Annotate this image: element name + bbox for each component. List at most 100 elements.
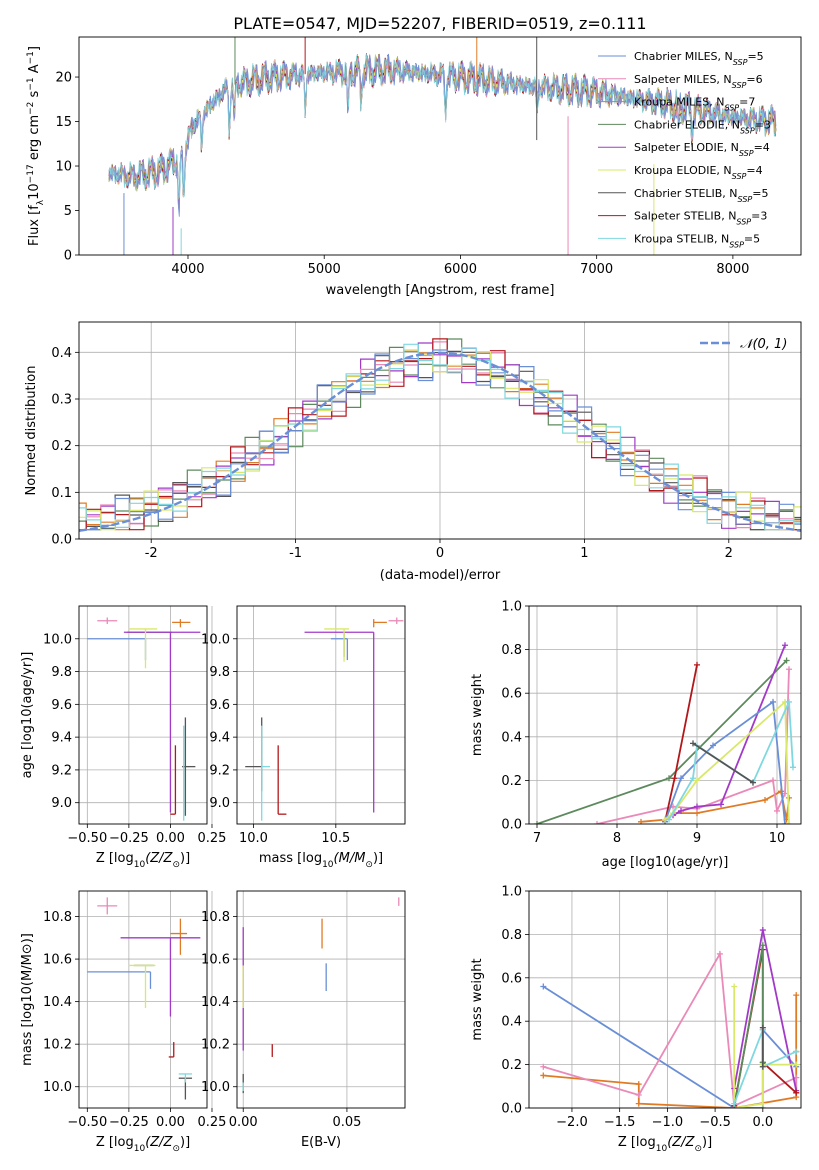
series-marker bbox=[716, 950, 723, 957]
axes-frame bbox=[236, 890, 406, 1109]
x-label-main: E(B-V) bbox=[301, 1135, 341, 1150]
y-tick-label: 15 bbox=[55, 115, 72, 130]
y-tick-label: 5 bbox=[64, 204, 72, 219]
x-tick-label: 0.25 bbox=[198, 831, 227, 846]
x-axis-label: E(B-V) bbox=[301, 1135, 341, 1150]
series-marker bbox=[782, 642, 788, 649]
y-tick-label: 20 bbox=[55, 71, 72, 86]
x-tick-label: 4000 bbox=[171, 262, 204, 277]
legend-text: =3 bbox=[751, 210, 767, 223]
histogram-salpeter-elodie bbox=[79, 342, 801, 531]
x-axis-label: (data-model)/error bbox=[380, 568, 501, 583]
series-marker bbox=[718, 801, 724, 808]
y-axis-label: Normed distribution bbox=[24, 366, 39, 496]
y-tick-label: 10.6 bbox=[201, 953, 230, 968]
y-label-part: A bbox=[27, 64, 42, 77]
series-marker bbox=[770, 698, 776, 705]
legend-text: =6 bbox=[746, 73, 762, 86]
y-label-exp: −2 bbox=[26, 102, 36, 115]
plot-area bbox=[534, 642, 796, 824]
series-marker bbox=[783, 657, 790, 664]
legend-sub: SSP bbox=[738, 194, 753, 203]
legend-text: =5 bbox=[752, 187, 768, 200]
y-axis-label: mass weight bbox=[470, 674, 485, 756]
y-tick-label: 10.2 bbox=[201, 1038, 230, 1053]
y-tick-label: 0.0 bbox=[501, 818, 522, 833]
legend-text: Chabrier STELIB, N bbox=[634, 187, 738, 200]
y-tick-label: 0 bbox=[64, 249, 72, 264]
x-tick-label: 0.05 bbox=[332, 1115, 361, 1130]
x-label-sub: 10 bbox=[134, 860, 146, 870]
legend-entry: 𝒩(0, 1) bbox=[740, 337, 787, 352]
histogram-chabrier-elodie bbox=[79, 338, 801, 531]
legend-entry: Chabrier STELIB, NSSP=5 bbox=[634, 187, 768, 204]
x-label-sub: 10 bbox=[322, 860, 334, 870]
y-tick-label: 10.4 bbox=[201, 995, 230, 1010]
x-tick-label: 8000 bbox=[716, 262, 749, 277]
series-marker bbox=[690, 740, 696, 747]
series-marker bbox=[790, 764, 796, 771]
x-tick-label: −1.0 bbox=[652, 1115, 684, 1130]
x-label-sub: 10 bbox=[134, 1144, 146, 1154]
x-label-main: mass [log bbox=[259, 851, 322, 866]
legend-sub: SSP bbox=[736, 217, 751, 226]
legend-entry: Kroupa ELODIE, NSSP=4 bbox=[634, 164, 763, 181]
legend-entry: Chabrier MILES, NSSP=5 bbox=[634, 50, 764, 67]
x-label-close: )] bbox=[373, 851, 383, 866]
legend-sub: SSP bbox=[740, 126, 755, 135]
legend-sub: SSP bbox=[739, 149, 754, 158]
y-tick-label: 0.3 bbox=[51, 393, 72, 408]
x-label-main: Z [log bbox=[618, 1135, 656, 1150]
series-marker bbox=[770, 777, 776, 784]
legend-text: Kroupa MILES, N bbox=[634, 96, 724, 109]
x-label-sub: 10 bbox=[656, 1144, 668, 1154]
y-tick-label: 0.4 bbox=[501, 1015, 522, 1030]
plot-area bbox=[540, 927, 800, 1108]
series-line bbox=[733, 945, 764, 1108]
series-marker bbox=[678, 807, 684, 814]
y-label-lambda: λ bbox=[36, 199, 46, 205]
normal-curve bbox=[79, 351, 801, 532]
series-marker bbox=[694, 803, 700, 810]
y-tick-label: 0.1 bbox=[51, 486, 72, 501]
histogram-kroupa-elodie bbox=[79, 349, 801, 531]
x-label-tail: (Z/Z bbox=[145, 851, 173, 866]
axes-frame bbox=[78, 890, 208, 1109]
x-label-sun: ⊙ bbox=[694, 1144, 702, 1154]
legend-entry: Salpeter ELODIE, NSSP=4 bbox=[634, 141, 770, 158]
x-tick-label: −0.25 bbox=[109, 1115, 149, 1130]
spectrum-line-chabrier-miles bbox=[108, 53, 777, 217]
series-marker bbox=[635, 1081, 642, 1088]
y-tick-label: 9.6 bbox=[209, 698, 230, 713]
y-tick-label: 10.0 bbox=[43, 1080, 72, 1095]
x-tick-label: 10.0 bbox=[239, 831, 268, 846]
series-marker bbox=[666, 775, 672, 782]
y-tick-label: 0.8 bbox=[501, 928, 522, 943]
series-marker bbox=[666, 816, 672, 823]
y-tick-label: 0.2 bbox=[501, 1058, 522, 1073]
legend-text: Chabrier MILES, N bbox=[634, 50, 733, 63]
y-tick-label: 10.4 bbox=[43, 995, 72, 1010]
series-marker bbox=[782, 790, 788, 797]
series-line bbox=[640, 789, 790, 823]
legend-sub: SSP bbox=[733, 58, 748, 67]
panel-mass-vs-EBV: 0.00 0.05 10.0 10.2 10.4 10.6 10.8 E(B-V) bbox=[201, 890, 406, 1150]
series-marker bbox=[635, 1100, 642, 1107]
series-marker bbox=[678, 775, 684, 782]
legend-text: =4 bbox=[746, 164, 762, 177]
legend-text: Chabrier ELODIE, N bbox=[634, 118, 740, 131]
x-tick-label: 0.00 bbox=[229, 1115, 258, 1130]
legend-entry: Salpeter STELIB, NSSP=3 bbox=[634, 210, 767, 227]
legend-entry: Salpeter MILES, NSSP=6 bbox=[634, 73, 763, 90]
y-label-part: erg cm bbox=[27, 115, 42, 164]
legend-entry: Kroupa MILES, NSSP=7 bbox=[634, 96, 755, 113]
series-marker bbox=[710, 742, 716, 749]
y-label-part: Flux [f bbox=[27, 205, 42, 246]
x-tick-label: 9 bbox=[693, 831, 701, 846]
x-tick-label: 10.5 bbox=[321, 831, 350, 846]
y-tick-label: 10.0 bbox=[43, 632, 72, 647]
series-line bbox=[543, 995, 798, 1108]
y-tick-label: 10.2 bbox=[43, 1038, 72, 1053]
